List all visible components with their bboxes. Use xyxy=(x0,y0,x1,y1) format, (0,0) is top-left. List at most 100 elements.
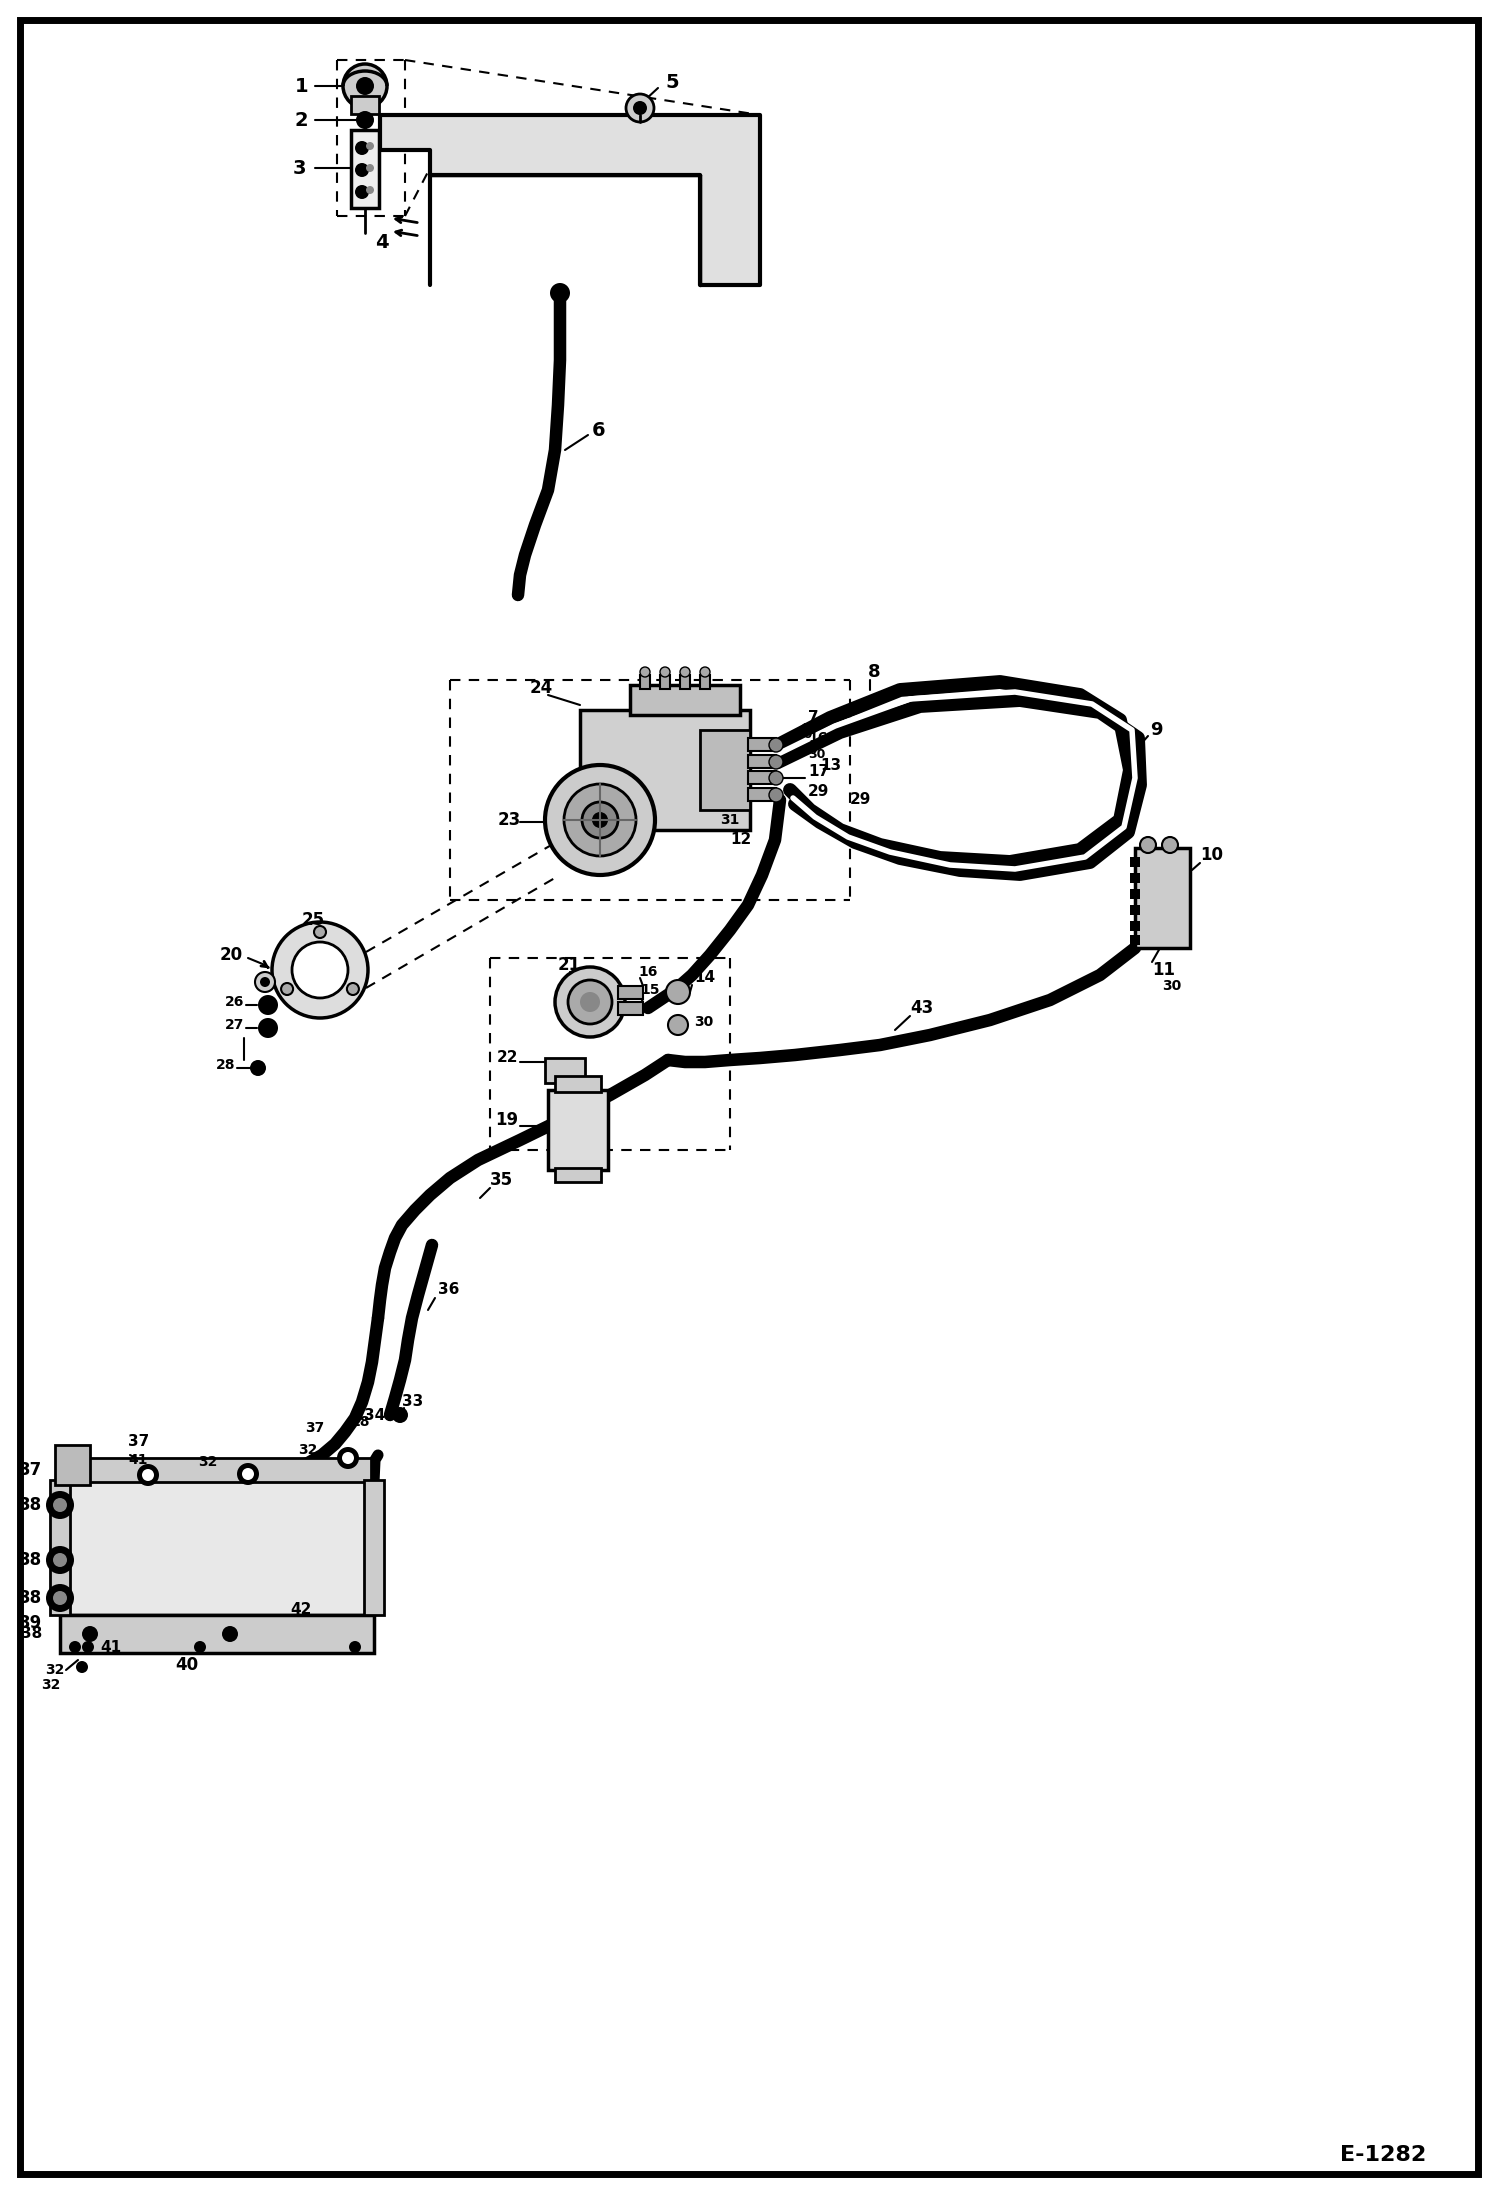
Circle shape xyxy=(348,983,360,996)
Text: 42: 42 xyxy=(291,1602,312,1617)
Text: 36: 36 xyxy=(437,1283,460,1297)
Circle shape xyxy=(366,143,374,149)
Circle shape xyxy=(142,1470,154,1481)
Text: 29: 29 xyxy=(807,785,830,799)
Text: 23: 23 xyxy=(497,812,521,829)
Bar xyxy=(748,737,776,750)
Bar xyxy=(1129,873,1140,882)
Text: 30: 30 xyxy=(1162,979,1182,994)
Text: 29: 29 xyxy=(849,792,872,807)
Text: 17: 17 xyxy=(807,764,828,779)
Bar xyxy=(748,788,776,801)
Text: 13: 13 xyxy=(819,757,840,772)
Text: 11: 11 xyxy=(1152,961,1174,979)
Circle shape xyxy=(667,981,691,1005)
Circle shape xyxy=(195,1641,207,1652)
Bar xyxy=(1135,849,1189,948)
Circle shape xyxy=(700,667,710,678)
Circle shape xyxy=(222,1626,238,1641)
Text: 37: 37 xyxy=(19,1461,42,1479)
Text: 21: 21 xyxy=(557,957,581,974)
Circle shape xyxy=(768,770,783,785)
Bar xyxy=(60,1615,374,1652)
Bar xyxy=(700,731,750,810)
Circle shape xyxy=(634,101,647,114)
Circle shape xyxy=(568,981,613,1025)
Circle shape xyxy=(768,788,783,803)
Text: 37: 37 xyxy=(306,1422,324,1435)
Circle shape xyxy=(46,1547,73,1573)
Bar xyxy=(631,685,740,715)
Text: 41: 41 xyxy=(127,1452,147,1468)
Circle shape xyxy=(273,921,369,1018)
Circle shape xyxy=(626,94,655,123)
Circle shape xyxy=(392,1406,407,1424)
Circle shape xyxy=(768,755,783,770)
Bar xyxy=(1129,858,1140,867)
Circle shape xyxy=(82,1626,97,1641)
Text: 32: 32 xyxy=(45,1663,64,1676)
Text: 34: 34 xyxy=(364,1409,385,1422)
Bar xyxy=(1129,935,1140,946)
Circle shape xyxy=(292,941,348,998)
Bar xyxy=(554,1075,601,1093)
Circle shape xyxy=(580,992,601,1011)
Bar xyxy=(680,676,691,689)
Text: 24: 24 xyxy=(530,678,553,698)
Circle shape xyxy=(237,1463,259,1485)
Circle shape xyxy=(349,1641,361,1652)
Text: 40: 40 xyxy=(175,1656,198,1674)
Circle shape xyxy=(46,1492,73,1518)
Circle shape xyxy=(640,667,650,678)
Bar xyxy=(640,676,650,689)
Text: E-1282: E-1282 xyxy=(1341,2146,1426,2165)
Bar xyxy=(619,1003,643,1016)
Circle shape xyxy=(680,667,691,678)
Text: 33: 33 xyxy=(401,1395,424,1409)
Circle shape xyxy=(355,140,369,156)
Circle shape xyxy=(366,165,374,171)
Text: 18: 18 xyxy=(351,1415,370,1428)
Circle shape xyxy=(342,1452,354,1463)
Text: 16: 16 xyxy=(807,731,827,746)
Circle shape xyxy=(583,803,619,838)
Bar xyxy=(351,129,379,208)
Text: 5: 5 xyxy=(665,72,679,92)
Text: 7: 7 xyxy=(807,711,818,726)
Circle shape xyxy=(592,812,608,827)
Circle shape xyxy=(243,1468,255,1481)
Text: 38: 38 xyxy=(19,1588,42,1606)
Circle shape xyxy=(258,1018,279,1038)
Circle shape xyxy=(768,737,783,753)
Text: 30: 30 xyxy=(807,748,825,761)
Text: 6: 6 xyxy=(592,421,605,439)
Bar xyxy=(619,985,643,998)
Text: 39: 39 xyxy=(19,1615,42,1632)
Text: 38: 38 xyxy=(19,1551,42,1569)
Bar xyxy=(351,97,379,114)
Text: 12: 12 xyxy=(730,832,752,847)
Circle shape xyxy=(554,968,625,1038)
Circle shape xyxy=(357,77,374,94)
Bar xyxy=(1129,921,1140,930)
Text: 4: 4 xyxy=(374,233,388,252)
Bar xyxy=(548,1090,608,1169)
Text: 41: 41 xyxy=(100,1639,121,1654)
Bar xyxy=(748,755,776,768)
Circle shape xyxy=(46,1584,73,1613)
Text: 32: 32 xyxy=(40,1678,60,1692)
Text: 30: 30 xyxy=(795,728,812,742)
Circle shape xyxy=(661,667,670,678)
Bar xyxy=(1129,904,1140,915)
Circle shape xyxy=(355,162,369,178)
Text: 35: 35 xyxy=(490,1172,514,1189)
Circle shape xyxy=(668,1016,688,1036)
Circle shape xyxy=(52,1591,67,1606)
Circle shape xyxy=(366,186,374,193)
Circle shape xyxy=(545,766,655,875)
Circle shape xyxy=(1162,836,1177,853)
Bar xyxy=(1129,889,1140,900)
Circle shape xyxy=(565,783,637,856)
Bar xyxy=(364,1481,383,1615)
Circle shape xyxy=(76,1661,88,1674)
